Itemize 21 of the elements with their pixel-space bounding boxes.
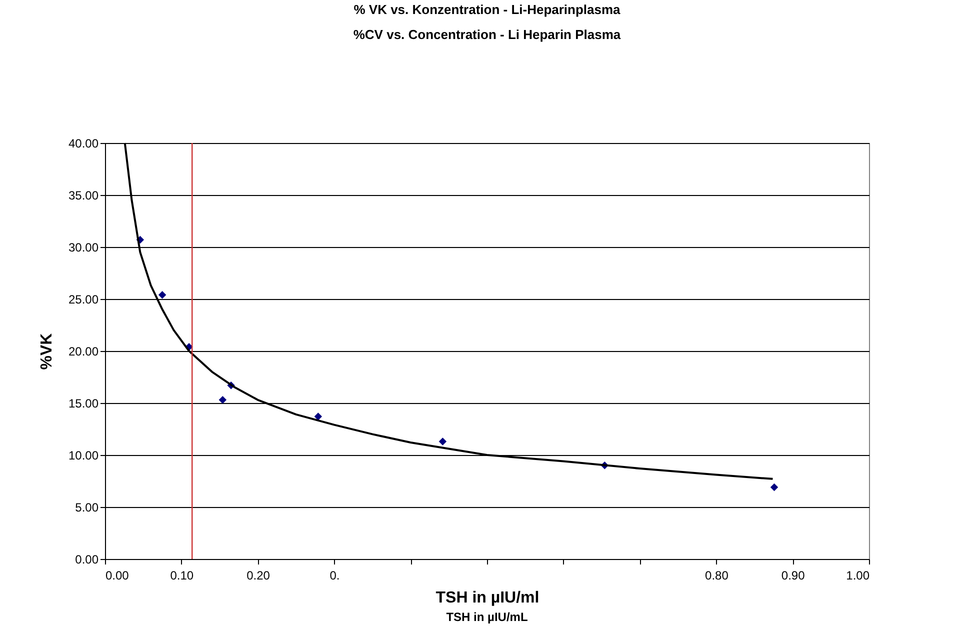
x-tick-label: 0.10 <box>170 568 194 582</box>
x-tick-label: 1.00 <box>846 568 870 582</box>
y-tick-label: 30.00 <box>68 240 99 254</box>
y-tick-label: 35.00 <box>68 188 99 202</box>
y-tick-label: 20.00 <box>68 344 99 358</box>
y-tick-label: 40.00 <box>68 136 99 150</box>
x-tick-label: 0.20 <box>246 568 270 582</box>
y-axis-title: %VK <box>38 332 56 370</box>
y-tick-label: 25.00 <box>68 292 99 306</box>
x-axis-title: TSH in µIU/ml <box>436 590 540 606</box>
x-tick-label: 0.90 <box>781 568 806 582</box>
text: TSH in µIU/mL <box>446 610 528 624</box>
x-tick-label: 0.00 <box>106 568 130 582</box>
y-tick-label: 15.00 <box>68 396 99 410</box>
y-tick-label: 10.00 <box>68 448 99 462</box>
y-tick-label: 0.00 <box>75 552 99 566</box>
chart-subtitle: %CV vs. Concentration - Li Heparin Plasma <box>353 27 622 42</box>
x-tick-label: 0.80 <box>705 568 729 582</box>
chart-title: % VK vs. Konzentration - Li-Heparinplasma <box>354 2 622 17</box>
x-tick-label: 0. <box>330 568 340 582</box>
y-tick-label: 5.00 <box>75 500 99 514</box>
